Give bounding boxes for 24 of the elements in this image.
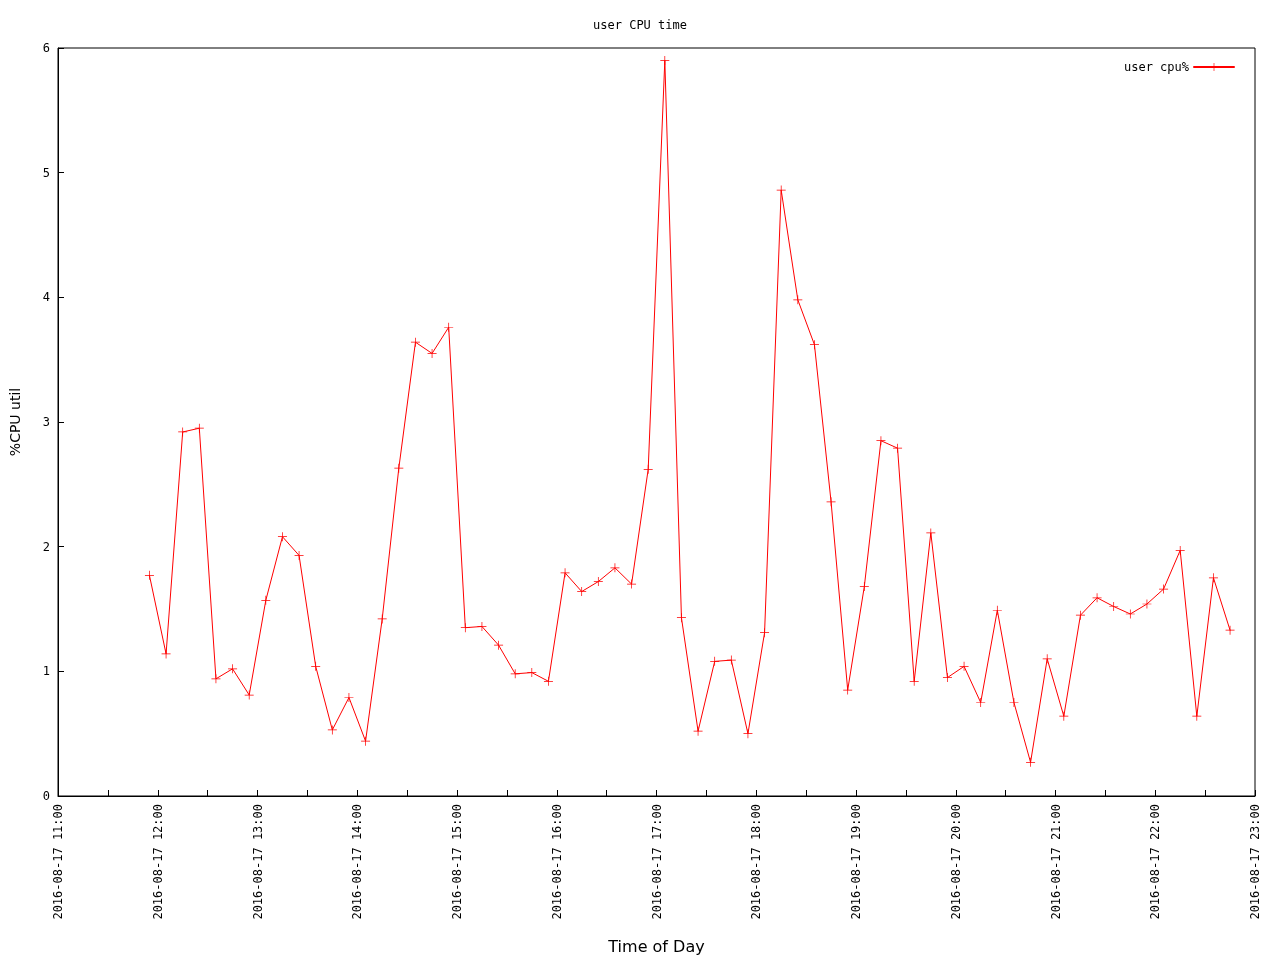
y-tick-label: 1 (42, 664, 50, 679)
x-tick-label: 2016-08-17 18:00 (749, 804, 764, 920)
x-tick-label: 2016-08-17 12:00 (150, 804, 165, 920)
y-tick-label: 5 (42, 165, 50, 180)
x-tick-label: 2016-08-17 14:00 (350, 804, 365, 920)
x-tick-label: 2016-08-17 13:00 (250, 804, 265, 920)
x-tick-label: 2016-08-17 11:00 (51, 804, 65, 920)
chart-title: user CPU time (593, 18, 687, 32)
y-tick-label: 2 (42, 539, 50, 554)
x-tick-label: 2016-08-17 15:00 (450, 804, 464, 920)
legend-label: user cpu% (1123, 60, 1190, 74)
x-tick-label: 2016-08-17 23:00 (1248, 804, 1262, 920)
y-tick-label: 4 (42, 290, 50, 305)
x-axis-title: Time of Day (607, 936, 705, 956)
x-tick-label: 2016-08-17 20:00 (948, 804, 963, 920)
x-tick-label: 2016-08-17 22:00 (1148, 804, 1163, 920)
y-axis-title: %CPU util (7, 387, 23, 457)
x-tick-label: 2016-08-17 16:00 (549, 804, 564, 920)
y-tick-label: 0 (42, 789, 50, 803)
y-tick-label: 6 (42, 41, 50, 55)
x-tick-label: 2016-08-17 19:00 (849, 804, 863, 920)
x-tick-label: 2016-08-17 21:00 (1048, 804, 1063, 920)
y-tick-label: 3 (42, 415, 50, 429)
x-tick-label: 2016-08-17 17:00 (649, 804, 664, 920)
